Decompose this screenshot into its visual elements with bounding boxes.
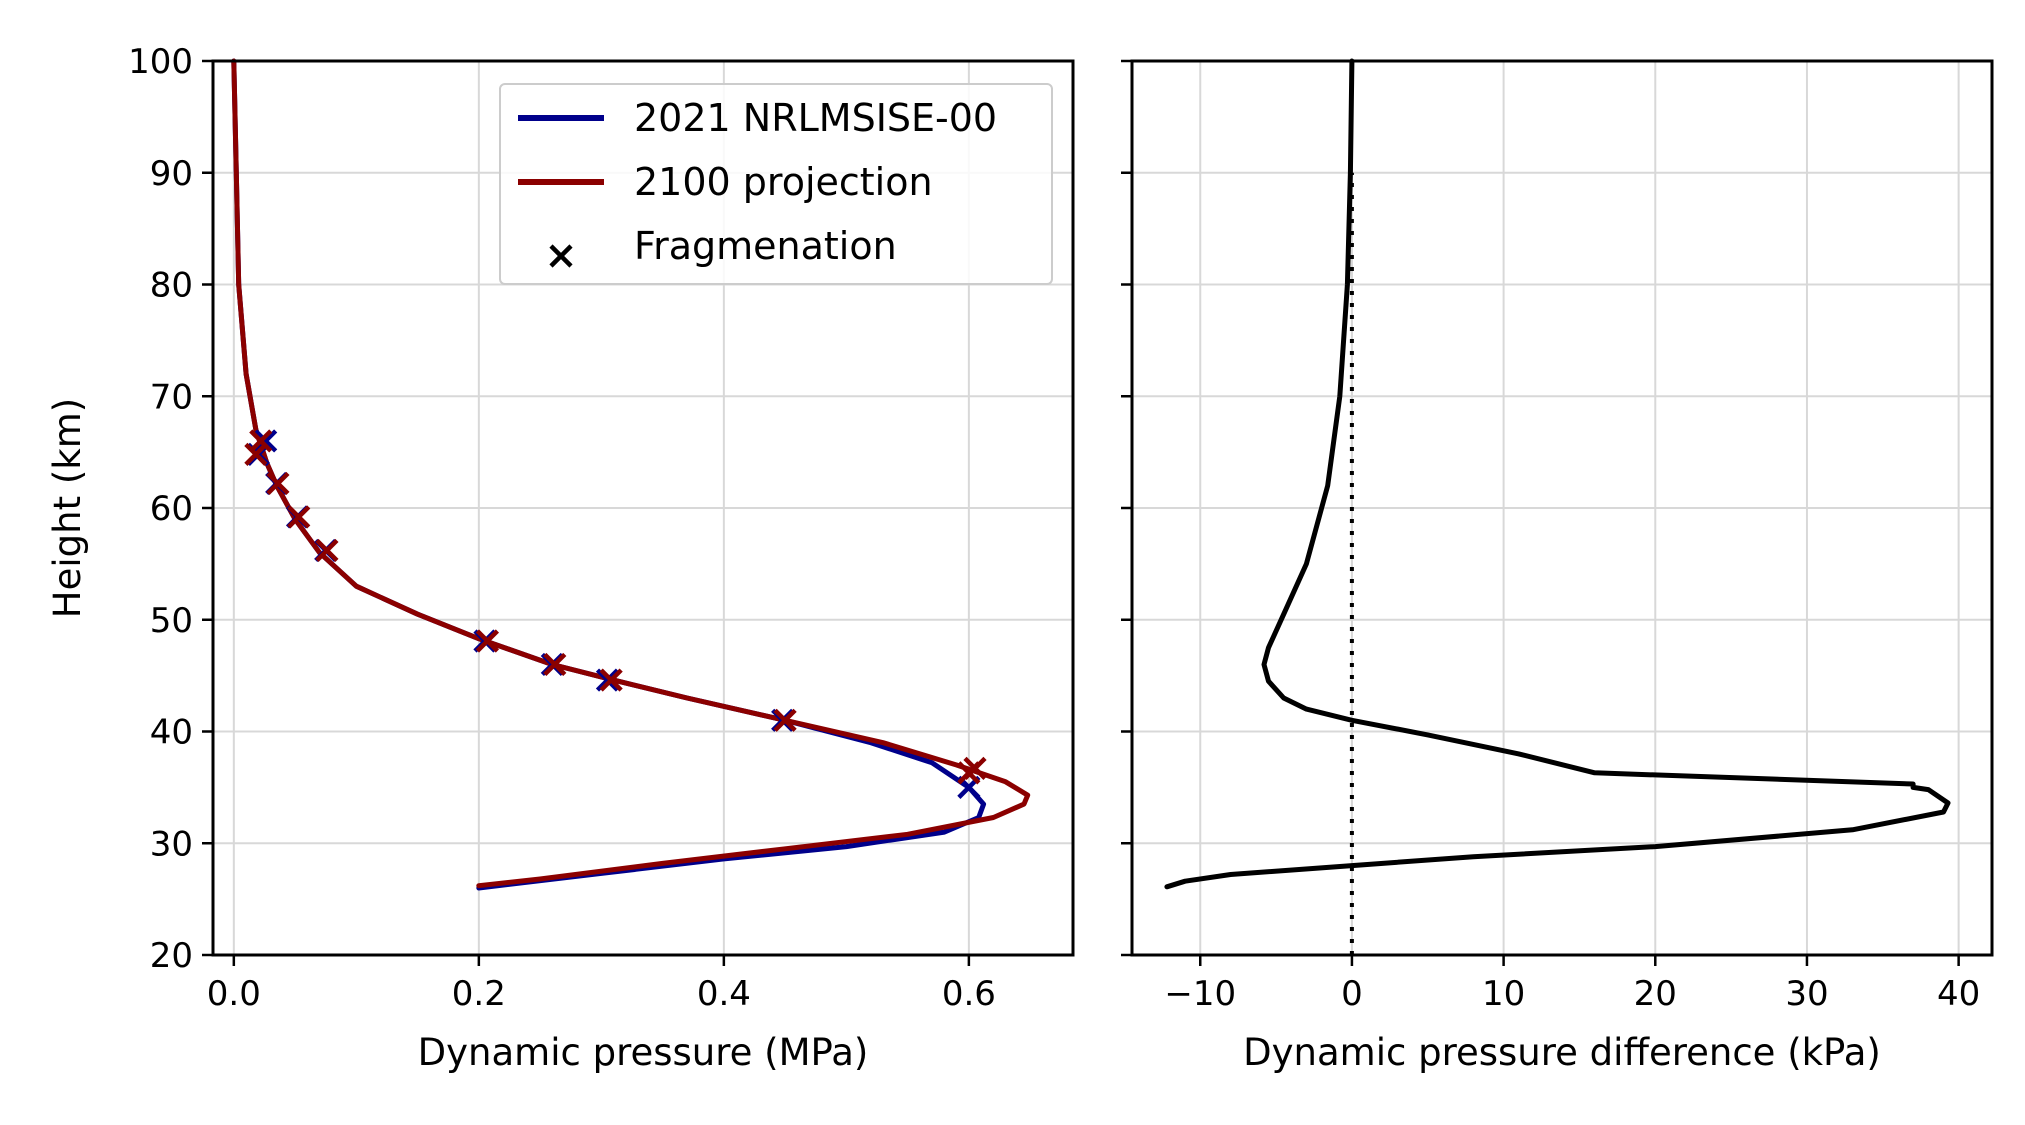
left-plot-frame — [211, 59, 1075, 957]
left-x-axis-label: Dynamic pressure (MPa) — [418, 1031, 869, 1074]
left-fragmentation-marker — [475, 629, 500, 653]
left-fragmentation-marker — [595, 668, 620, 692]
left-y-tick-label: 70 — [150, 377, 193, 417]
left-chart-panel: 0.0 0.2 0.4 0.6 20 30 40 50 60 70 80 90 100 2021 NRL… — [46, 42, 1075, 1074]
left-series-layer — [231, 58, 1031, 891]
right-x-tick-label: 40 — [1937, 974, 1980, 1014]
right-x-tick-label: −10 — [1164, 974, 1236, 1014]
left-fragmentation-marker — [543, 652, 567, 677]
left-x-tick-label: 0.2 — [452, 974, 506, 1014]
legend-entry-label: 2021 NRLMSISE-00 — [634, 96, 997, 140]
legend-swatch-marker — [549, 244, 573, 268]
left-y-axis-label: Height (km) — [46, 398, 89, 618]
left-y-tick-label: 50 — [150, 601, 193, 641]
right-x-tick-label: 30 — [1785, 974, 1828, 1014]
left-x-tick-label: 0.0 — [207, 974, 261, 1014]
legend: 2021 NRLMSISE-00 2100 projection Fragmenat… — [499, 83, 1053, 285]
legend-entry-label: 2100 projection — [634, 160, 933, 204]
right-x-tick-label: 0 — [1341, 974, 1363, 1014]
right-series-line-0 — [1164, 58, 1951, 890]
right-x-tick-label: 10 — [1482, 974, 1525, 1014]
left-ticks: 0.0 0.2 0.4 0.6 20 30 40 50 60 70 80 90 100 — [128, 42, 996, 1014]
left-y-tick-label: 30 — [150, 824, 193, 864]
right-x-tick-label: 20 — [1634, 974, 1677, 1014]
legend-box — [499, 83, 1053, 285]
left-fragmentation-marker — [773, 708, 797, 732]
left-fragmentation-marker — [266, 471, 290, 496]
legend-entry-label: Fragmenation — [634, 224, 897, 268]
left-fragmentation-marker — [963, 756, 987, 780]
left-y-tick-label: 80 — [150, 266, 193, 306]
right-plot-frame — [1130, 59, 1994, 957]
left-fragmentation-marker — [287, 505, 311, 529]
left-y-tick-label: 20 — [150, 936, 193, 976]
left-y-tick-label: 100 — [128, 42, 193, 82]
left-fragmentation-marker — [254, 429, 278, 453]
left-x-tick-label: 0.4 — [697, 974, 751, 1014]
left-y-tick-label: 60 — [150, 489, 193, 529]
left-x-tick-label: 0.6 — [942, 974, 996, 1014]
right-series-layer — [1164, 58, 1951, 955]
left-fragmentation-marker — [315, 538, 339, 563]
left-fragmentation-marker — [599, 668, 623, 692]
right-chart-panel: −10 0 10 20 30 40 Dynamic pressure difference… — [1121, 58, 1994, 1074]
left-fragmentation-marker — [244, 442, 268, 466]
left-y-tick-label: 90 — [150, 154, 193, 194]
left-fragmentation-marker — [249, 429, 273, 453]
right-ticks: −10 0 10 20 30 40 — [1121, 59, 1980, 1014]
left-y-tick-label: 40 — [150, 713, 193, 753]
right-x-axis-label: Dynamic pressure difference (kPa) — [1243, 1031, 1881, 1074]
